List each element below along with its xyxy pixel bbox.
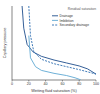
series-line [29,36,81,80]
series-line [29,6,96,74]
series-line [22,6,96,74]
y-axis-title: Capillary pressure [3,28,7,59]
x-axis [12,80,96,81]
legend-swatch [52,15,58,16]
legend-label: Drainage [60,14,74,18]
legend-label: Imbibition [60,19,74,23]
x-axis-title: Wetting fluid saturation (%) [31,89,77,93]
x-tick-label: 80 [77,82,81,86]
y-axis [12,6,13,80]
x-tick-label: 60 [60,82,64,86]
annotation: Residual saturation [68,7,96,11]
x-tick-label: 0 [11,82,13,86]
legend-label: Secondary drainage [60,23,90,27]
legend-swatch [52,20,58,21]
legend-swatch [52,25,58,26]
chart: 0 20 40 60 80 100 Wetting fluid saturation (%)… [0,0,100,94]
plot-area [22,6,96,80]
x-tick-label: 20 [27,82,31,86]
x-tick-label: 100 [93,82,99,86]
x-tick-label: 40 [44,82,48,86]
